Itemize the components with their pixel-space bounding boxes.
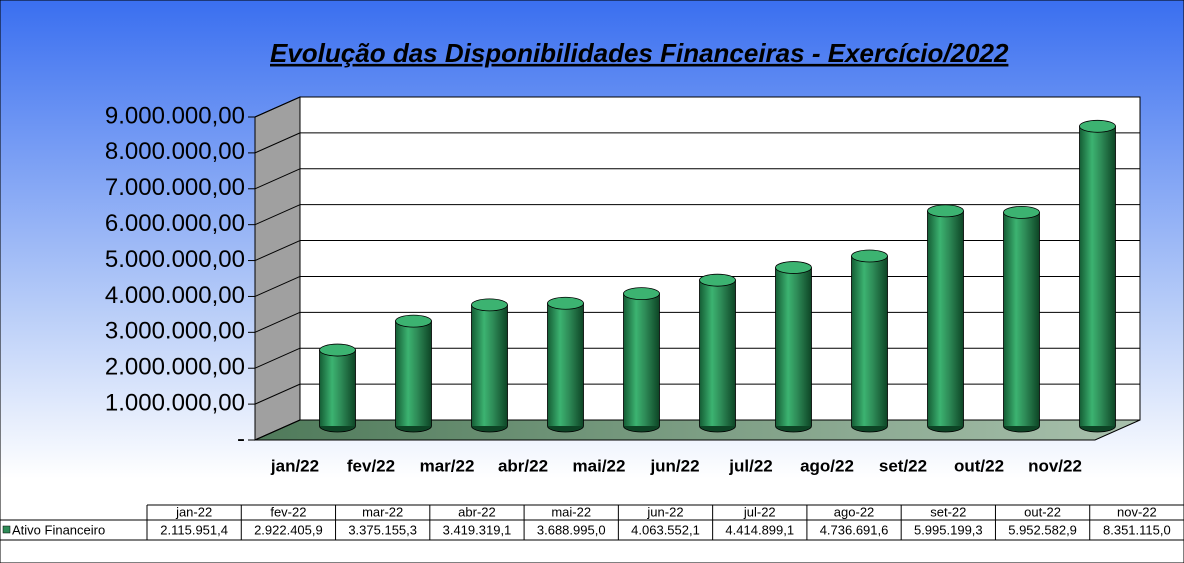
bar [851, 256, 888, 426]
bar-outline [319, 350, 356, 433]
bar [775, 267, 812, 426]
bar [471, 304, 508, 426]
table-value: 5.952.582,9 [1008, 522, 1077, 537]
bar [699, 280, 736, 426]
table-header: nov-22 [1117, 504, 1157, 519]
x-tick-label: out/22 [954, 456, 1004, 475]
bar [927, 210, 964, 426]
side-wall [254, 96, 301, 441]
bar-outline [1003, 212, 1040, 433]
x-tick-label: set/22 [879, 456, 927, 475]
grid-line-side [254, 311, 301, 333]
table-header: jun-22 [646, 504, 683, 519]
legend-label: Ativo Financeiro [12, 522, 105, 537]
bar-top [623, 287, 660, 301]
bar-top [927, 204, 964, 218]
table-header: jul-22 [743, 504, 776, 519]
x-tick-label: jan/22 [270, 456, 319, 475]
table-header: mai-22 [551, 504, 591, 519]
bar-top [1003, 205, 1040, 219]
table-header: set-22 [930, 504, 966, 519]
y-tick-label: - [237, 425, 245, 452]
bar-top [547, 296, 584, 310]
y-tick-label: 6.000.000,00 [105, 210, 245, 237]
x-tick-label: mai/22 [573, 456, 626, 475]
bar-top [1079, 119, 1116, 133]
bar-outline [623, 293, 660, 433]
bar-outline [851, 256, 888, 433]
bar-top [471, 298, 508, 312]
table-value: 2.922.405,9 [254, 522, 323, 537]
bar [395, 321, 432, 426]
bar-outline [775, 267, 812, 433]
legend-swatch [2, 525, 11, 534]
y-tick-label: 5.000.000,00 [105, 246, 245, 273]
chart-title: Evolução das Disponibilidades Financeira… [270, 38, 1009, 68]
bar [1003, 212, 1040, 426]
y-tick-label: 7.000.000,00 [105, 174, 245, 201]
table-value: 3.688.995,0 [537, 522, 606, 537]
table-value: 2.115.951,4 [160, 522, 228, 537]
grid-line-side [254, 168, 301, 190]
x-tick-label: jul/22 [728, 456, 772, 475]
y-tick-label: 2.000.000,00 [105, 354, 245, 381]
bar [1079, 126, 1116, 427]
bar-outline [1079, 126, 1116, 433]
bar-outline [395, 321, 432, 433]
y-tick-label: 4.000.000,00 [105, 282, 245, 309]
grid-line-side [254, 275, 301, 297]
grid-line-side [254, 240, 301, 262]
table-value: 4.414.899,1 [725, 522, 794, 537]
bar-outline [471, 304, 508, 433]
table-header: mar-22 [362, 504, 403, 519]
x-tick-label: nov/22 [1028, 456, 1082, 475]
grid-line-side [254, 204, 301, 226]
y-tick-label: 1.000.000,00 [105, 389, 245, 416]
table-value: 4.736.691,6 [820, 522, 889, 537]
grid-line-side [254, 347, 301, 369]
table-value: 8.351.115,0 [1103, 522, 1171, 537]
grid-line-side [254, 132, 301, 154]
bar [547, 303, 584, 426]
table-value: 5.995.199,3 [914, 522, 983, 537]
grid-line-side [254, 96, 301, 118]
x-tick-label: ago/22 [800, 456, 854, 475]
table-header: out-22 [1024, 504, 1061, 519]
table-header: ago-22 [834, 504, 874, 519]
x-tick-label: fev/22 [347, 456, 395, 475]
table-header: abr-22 [458, 504, 496, 519]
grid-line-side [254, 383, 301, 405]
bar-top [699, 273, 736, 287]
grid-line-side [254, 419, 301, 441]
x-tick-label: jun/22 [649, 456, 699, 475]
y-tick-label: 9.000.000,00 [105, 102, 245, 129]
y-tick-label: 3.000.000,00 [105, 318, 245, 345]
bar [319, 350, 356, 426]
y-tick-label: 8.000.000,00 [105, 138, 245, 165]
bar-outline [547, 303, 584, 433]
table-value: 3.375.155,3 [348, 522, 417, 537]
table-value: 4.063.552,1 [631, 522, 700, 537]
x-tick-label: mar/22 [420, 456, 475, 475]
bar-outline [699, 280, 736, 433]
bar-top [775, 261, 812, 274]
bar-top [395, 314, 432, 328]
table-header: fev-22 [270, 504, 306, 519]
bar-top [851, 249, 888, 263]
bar [623, 293, 660, 426]
table-value: 3.419.319,1 [443, 522, 512, 537]
table-header: jan-22 [175, 504, 212, 519]
bar-top [319, 343, 356, 357]
x-tick-label: abr/22 [498, 456, 548, 475]
bar-outline [927, 210, 964, 433]
